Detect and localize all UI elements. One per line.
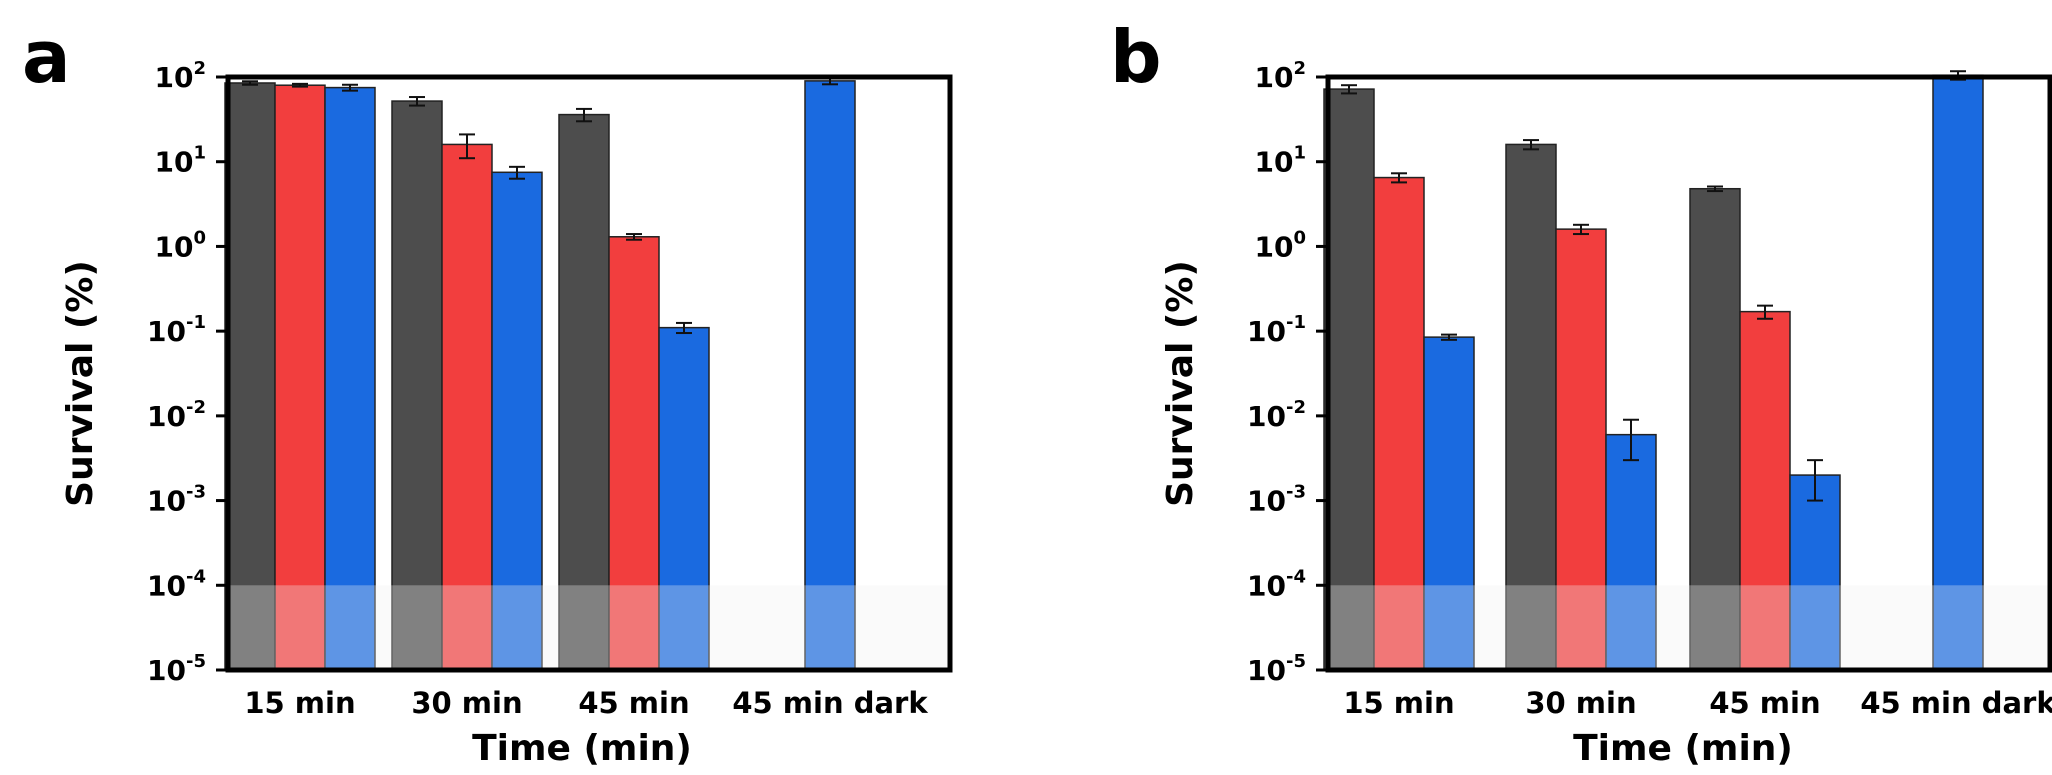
panel-a-ytick-label-4: 10-1 (147, 312, 206, 348)
panel-b-ytick-label-5: 100 (1255, 227, 1307, 263)
panel-b-ytick-label-1: 10-4 (1247, 566, 1306, 602)
panel-a-category-label-15-min: 15 min (244, 686, 355, 720)
panel-b-bar-45-min-series-1 (1689, 187, 1741, 671)
panel-a-detection-limit-band (228, 585, 950, 670)
panel-b: b 10-5 10-4 10-3 10-2 10-1 100 101 102 15 min 30 m… (1110, 15, 2052, 769)
panel-b-y-axis-title: Survival (%) (1160, 260, 1201, 507)
panel-b-errorbar-30-min-series-1 (1523, 139, 1539, 151)
panel-a-ytick-label-7: 102 (155, 58, 207, 94)
panel-b-bar-15-min-series-1 (1323, 88, 1375, 671)
panel-b-errorbar-30-min-series-3 (1623, 418, 1639, 462)
panel-a-ytick-label-5: 100 (155, 227, 207, 263)
panel-a-errorbar-15-min-series-2 (292, 82, 308, 88)
panel-b-letter: b (1110, 15, 1162, 99)
panel-a-bar-15-min-series-2 (274, 84, 326, 671)
panel-a-letter: a (22, 15, 71, 99)
panel-a-errorbar-30-min-series-1 (409, 96, 425, 107)
panel-b-x-axis-title: Time (min) (1573, 728, 1793, 769)
panel-b-category-label-45-min: 45 min (1709, 686, 1820, 720)
panel-a-errorbar-45-min-series-2 (626, 233, 642, 241)
panel-b-bar-30-min-series-2 (1555, 228, 1607, 671)
panel-a-ytick-label-3: 10-2 (147, 397, 206, 433)
panel-b-errorbar-15-min-series-1 (1341, 84, 1357, 95)
panel-b-plot-frame (1325, 74, 2052, 673)
panel-a-errorbar-30-min-series-2 (459, 133, 475, 160)
panel-a-ytick-label-0: 10-5 (147, 651, 206, 687)
panel-a-plot-frame (225, 74, 953, 673)
panel-b-errorbar-45-min-series-2 (1757, 304, 1773, 320)
panel-b-bar-30-min-series-3 (1605, 433, 1657, 671)
panel-a-ytick-label-2: 10-3 (147, 482, 206, 518)
panel-a-category-label-45-min-dark: 45 min dark (732, 686, 928, 720)
panel-b-errorbar-45-min-series-3 (1807, 459, 1823, 502)
panel-b-errorbar-45-min-series-1 (1707, 185, 1723, 193)
panel-b-ytick-label-0: 10-5 (1247, 651, 1306, 687)
panel-a-errorbar-15-min-series-3 (342, 83, 358, 92)
panel-b-category-label-30-min: 30 min (1525, 686, 1636, 720)
panel-b-category-label-15-min: 15 min (1343, 686, 1454, 720)
panel-a-category-label-45-min: 45 min (578, 686, 689, 720)
panel-b-ytick-label-2: 10-3 (1247, 482, 1306, 518)
panel-a-bar-45-min-series-2 (608, 236, 660, 671)
panel-b-bar-15-min-series-2 (1373, 176, 1425, 671)
panel-b-errorbar-15-min-series-2 (1391, 172, 1407, 184)
panel-a-bar-30-min-series-1 (391, 100, 443, 671)
panel-a: a 10-5 10-4 10-3 10-2 10-1 100 101 102 15 min 30 m… (22, 15, 953, 769)
panel-a-ytick-label-6: 101 (155, 143, 207, 179)
panel-b-ytick-label-4: 10-1 (1247, 312, 1306, 348)
panel-a-bar-15-min-series-3 (324, 86, 376, 671)
panel-a-bar-15-min-series-1 (224, 82, 276, 671)
panel-b-bar-45-min-series-2 (1739, 310, 1791, 671)
panel-b-errorbar-15-min-series-3 (1441, 333, 1457, 341)
panel-b-bar-45-min-dark-series-3 (1932, 74, 1984, 671)
panel-a-errorbar-45-min-series-3 (676, 321, 692, 335)
panel-a-ytick-label-1: 10-4 (147, 566, 206, 602)
panel-b-ytick-label-3: 10-2 (1247, 397, 1306, 433)
panel-a-errorbar-30-min-series-3 (509, 165, 525, 180)
panel-b-ytick-label-7: 102 (1255, 58, 1307, 94)
panel-b-errorbar-30-min-series-2 (1573, 223, 1589, 236)
panel-a-y-axis-title: Survival (%) (60, 260, 101, 507)
panel-a-category-label-30-min: 30 min (411, 686, 522, 720)
panel-a-x-axis-title: Time (min) (472, 728, 692, 769)
panel-a-errorbar-15-min-series-1 (242, 80, 258, 86)
panel-a-errorbar-45-min-series-1 (576, 107, 592, 123)
panel-a-bar-45-min-dark-series-3 (804, 80, 856, 671)
panel-b-ytick-label-6: 101 (1255, 143, 1307, 179)
panel-b-detection-limit-band (1328, 585, 2050, 670)
panel-b-category-label-45-min-dark: 45 min dark (1860, 686, 2052, 720)
